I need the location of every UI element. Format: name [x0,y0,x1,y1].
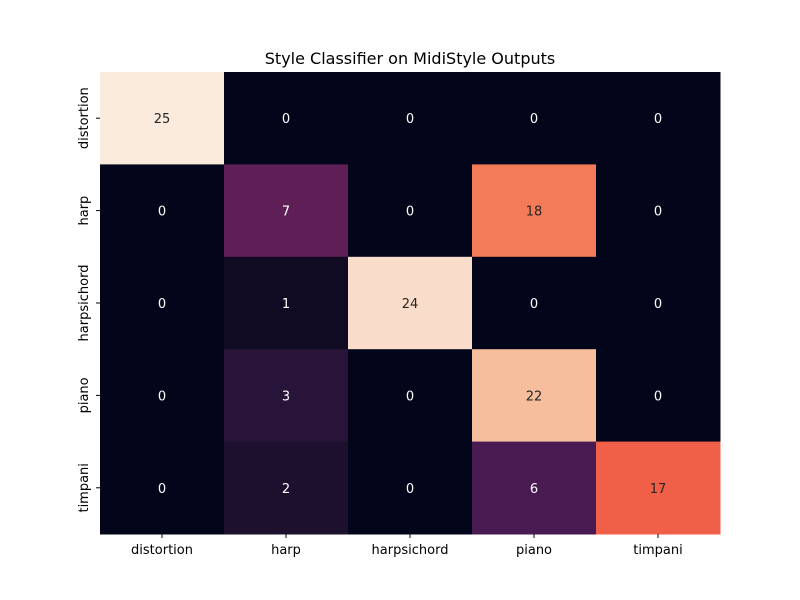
cell-value-label: 3 [282,389,290,404]
x-axis: distortion harp harpsichord piano timpani [131,534,683,558]
cell-value-label: 0 [158,297,166,312]
heatmap-cell-harp-harp [224,164,349,258]
cell-value-label: 0 [158,389,166,404]
heatmap-cell-piano-harp [224,349,349,443]
heatmap-cell-distortion-timpani [596,72,721,165]
x-tick-label: harp [271,543,301,558]
cell-value-label: 0 [530,297,538,312]
cell-value-label: 0 [406,482,414,497]
heatmap-cell-piano-harpsichord [348,349,473,443]
cell-value-label: 6 [530,482,538,497]
y-tick-label: harp [77,196,92,226]
cell-value-label: 1 [282,297,290,312]
cell-value-label: 25 [154,112,171,127]
heatmap-cells [100,72,721,535]
heatmap-cell-harpsichord-harpsichord [348,256,473,350]
heatmap-cell-harpsichord-timpani [596,256,721,350]
cell-value-label: 22 [526,389,543,404]
cell-value-label: 0 [406,205,414,220]
heatmap-cell-timpani-harpsichord [348,441,473,535]
heatmap-cell-harp-distortion [100,164,225,258]
cell-value-label: 7 [282,205,290,220]
heatmap-cell-timpani-timpani [596,441,721,535]
y-tick-label: distortion [77,87,92,149]
heatmap-cell-harp-piano [472,164,597,258]
x-tick-label: timpani [633,543,682,558]
cell-value-label: 0 [654,112,662,127]
cell-value-label: 0 [406,389,414,404]
cell-value-label: 0 [158,205,166,220]
heatmap-cell-harpsichord-distortion [100,256,225,350]
cell-value-label: 0 [282,112,290,127]
cell-value-label: 0 [530,112,538,127]
heatmap-cell-timpani-piano [472,441,597,535]
heatmap-cell-harpsichord-piano [472,256,597,350]
cell-value-label: 0 [654,389,662,404]
heatmap-annotations: 25 0 0 0 0 0 7 0 18 0 0 1 24 0 0 0 3 0 22 0 0 2 0 6 17 [154,112,667,497]
cell-value-label: 24 [402,297,419,312]
heatmap-cell-piano-piano [472,349,597,443]
heatmap-cell-harpsichord-harp [224,256,349,350]
heatmap-cell-harp-harpsichord [348,164,473,258]
cell-value-label: 18 [526,205,543,220]
cell-value-label: 2 [282,482,290,497]
x-tick-label: distortion [131,543,193,558]
heatmap-cell-distortion-harpsichord [348,72,473,165]
y-axis: distortion harp harpsichord piano timpani [77,87,100,513]
chart-title: Style Classifier on MidiStyle Outputs [265,49,555,68]
x-tick-label: harpsichord [372,543,449,558]
x-tick-label: piano [516,543,552,558]
heatmap-cell-piano-distortion [100,349,225,443]
cell-value-label: 0 [158,482,166,497]
heatmap-cell-distortion-harp [224,72,349,165]
cell-value-label: 0 [406,112,414,127]
heatmap-cell-distortion-distortion [100,72,225,165]
heatmap-cell-distortion-piano [472,72,597,165]
cell-value-label: 17 [650,482,667,497]
cell-value-label: 0 [654,205,662,220]
heatmap-cell-piano-timpani [596,349,721,443]
heatmap-cell-harp-timpani [596,164,721,258]
heatmap-cell-timpani-harp [224,441,349,535]
y-tick-label: piano [77,377,92,413]
heatmap-cell-timpani-distortion [100,441,225,535]
y-tick-label: timpani [77,463,92,512]
cell-value-label: 0 [654,297,662,312]
y-tick-label: harpsichord [77,265,92,342]
